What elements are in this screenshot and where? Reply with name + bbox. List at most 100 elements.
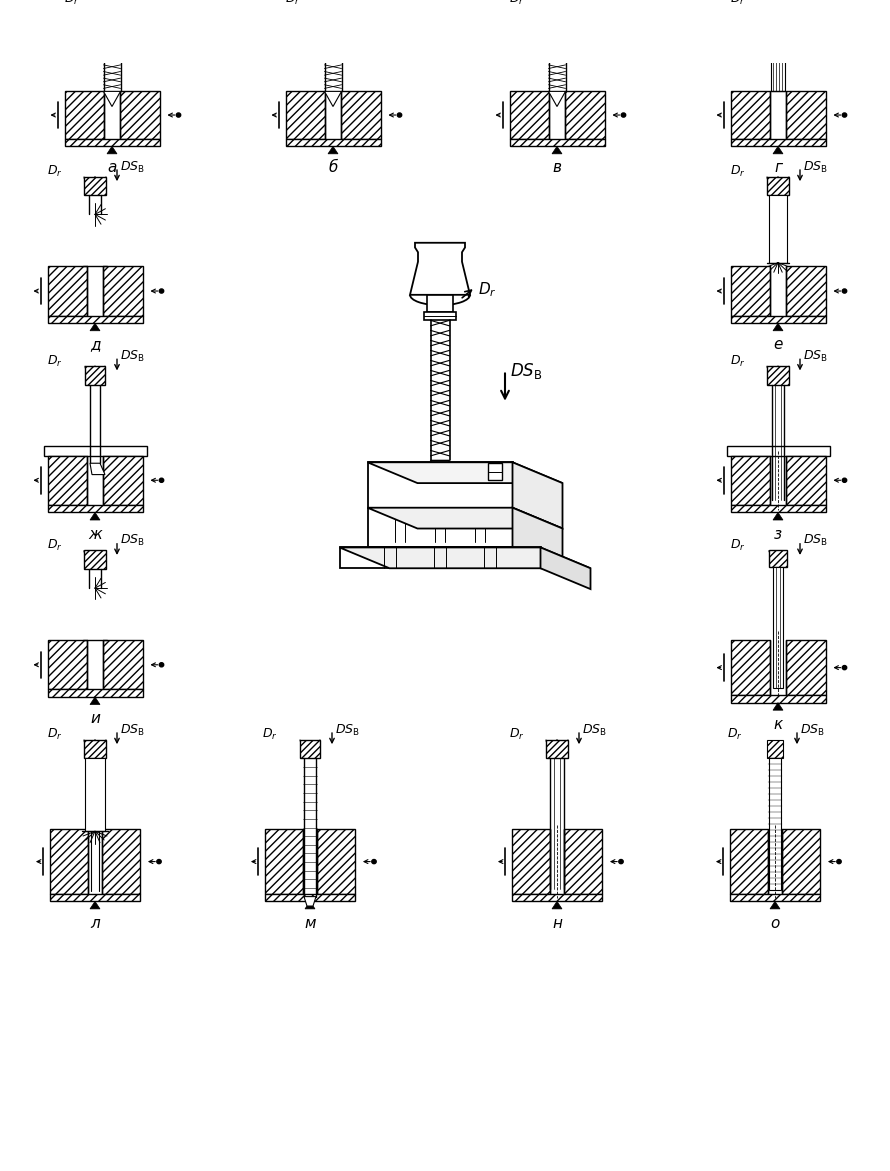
Text: $DS_\mathrm{B}$: $DS_\mathrm{B}$ (358, 0, 383, 2)
Polygon shape (90, 464, 105, 474)
Bar (769, 550, 787, 567)
Text: о: о (771, 916, 780, 931)
Bar (786, 91, 826, 138)
Circle shape (837, 860, 841, 864)
Bar (286, 91, 325, 138)
Circle shape (372, 860, 376, 864)
Bar (321, 5, 345, 25)
Text: з: з (774, 527, 782, 542)
Text: $DS_\mathrm{B}$: $DS_\mathrm{B}$ (335, 723, 360, 738)
Text: $DS_\mathrm{B}$: $DS_\mathrm{B}$ (137, 0, 162, 2)
Bar (103, 267, 142, 316)
Text: $D_r$: $D_r$ (478, 281, 497, 300)
Text: $D_r$: $D_r$ (727, 727, 742, 742)
Polygon shape (368, 463, 562, 484)
Bar (564, 829, 602, 893)
Bar (103, 456, 142, 505)
Bar (786, 456, 826, 505)
Bar (773, 567, 783, 689)
Bar (85, 759, 105, 831)
Bar (47, 690, 142, 697)
Polygon shape (328, 146, 338, 153)
Bar (47, 316, 142, 323)
Text: $DS_\mathrm{B}$: $DS_\mathrm{B}$ (120, 723, 145, 738)
Text: $D_r$: $D_r$ (47, 537, 62, 553)
Bar (64, 138, 159, 146)
Circle shape (842, 665, 846, 670)
Bar (341, 91, 381, 138)
Polygon shape (325, 91, 342, 107)
Circle shape (842, 289, 846, 293)
Circle shape (176, 112, 181, 117)
Polygon shape (368, 508, 513, 548)
Circle shape (159, 289, 164, 293)
Bar (47, 267, 87, 316)
Bar (50, 893, 140, 902)
Bar (767, 740, 783, 759)
Polygon shape (305, 902, 315, 909)
Text: б: б (328, 160, 337, 176)
Polygon shape (770, 902, 780, 909)
Bar (731, 505, 826, 513)
Text: $D_r$: $D_r$ (47, 727, 62, 742)
Bar (768, 5, 788, 23)
Bar (731, 696, 826, 703)
Text: $DS_\mathrm{B}$: $DS_\mathrm{B}$ (803, 349, 828, 364)
Text: $D_r$: $D_r$ (47, 354, 62, 369)
Polygon shape (548, 91, 565, 107)
Polygon shape (773, 323, 783, 330)
Bar (767, 365, 789, 385)
Bar (769, 759, 781, 890)
Bar (730, 893, 820, 902)
Text: и: и (90, 711, 100, 726)
Polygon shape (339, 548, 590, 568)
Text: $D_r$: $D_r$ (285, 0, 301, 7)
Bar (265, 829, 303, 893)
Text: $DS_\mathrm{B}$: $DS_\mathrm{B}$ (803, 0, 828, 2)
Bar (731, 138, 826, 146)
Polygon shape (552, 902, 562, 909)
Bar (102, 829, 140, 893)
Circle shape (842, 478, 846, 482)
Text: е: е (773, 337, 782, 352)
Polygon shape (552, 146, 562, 153)
Bar (771, 23, 785, 91)
Text: н: н (552, 916, 562, 931)
Bar (786, 641, 826, 696)
Text: в: в (553, 160, 562, 176)
Bar (731, 641, 770, 696)
Polygon shape (107, 146, 117, 153)
Text: к: к (773, 717, 782, 732)
Text: $DS_\mathrm{B}$: $DS_\mathrm{B}$ (120, 159, 145, 174)
Bar (84, 740, 106, 759)
Text: $DS_\mathrm{B}$: $DS_\mathrm{B}$ (120, 349, 145, 364)
Bar (84, 550, 106, 569)
Bar (730, 829, 768, 893)
Bar (512, 829, 550, 893)
Polygon shape (540, 548, 590, 589)
Bar (786, 267, 826, 316)
Bar (317, 829, 355, 893)
Text: $D_r$: $D_r$ (64, 0, 80, 7)
Circle shape (157, 860, 161, 864)
Bar (44, 446, 147, 456)
Bar (767, 177, 789, 196)
Bar (47, 456, 87, 505)
Text: $DS_\mathrm{B}$: $DS_\mathrm{B}$ (803, 533, 828, 548)
Polygon shape (90, 513, 100, 520)
Bar (84, 177, 106, 196)
Polygon shape (339, 548, 540, 568)
Polygon shape (90, 323, 100, 330)
Bar (782, 829, 820, 893)
Bar (427, 295, 453, 311)
Polygon shape (773, 513, 783, 520)
Bar (265, 893, 355, 902)
Bar (103, 641, 142, 690)
Text: $DS_\mathrm{B}$: $DS_\mathrm{B}$ (120, 533, 145, 548)
Text: м: м (304, 916, 316, 931)
Bar (488, 464, 502, 480)
Text: $D_r$: $D_r$ (509, 727, 525, 742)
Bar (726, 446, 829, 456)
Text: $D_r$: $D_r$ (730, 0, 746, 7)
Bar (120, 91, 159, 138)
